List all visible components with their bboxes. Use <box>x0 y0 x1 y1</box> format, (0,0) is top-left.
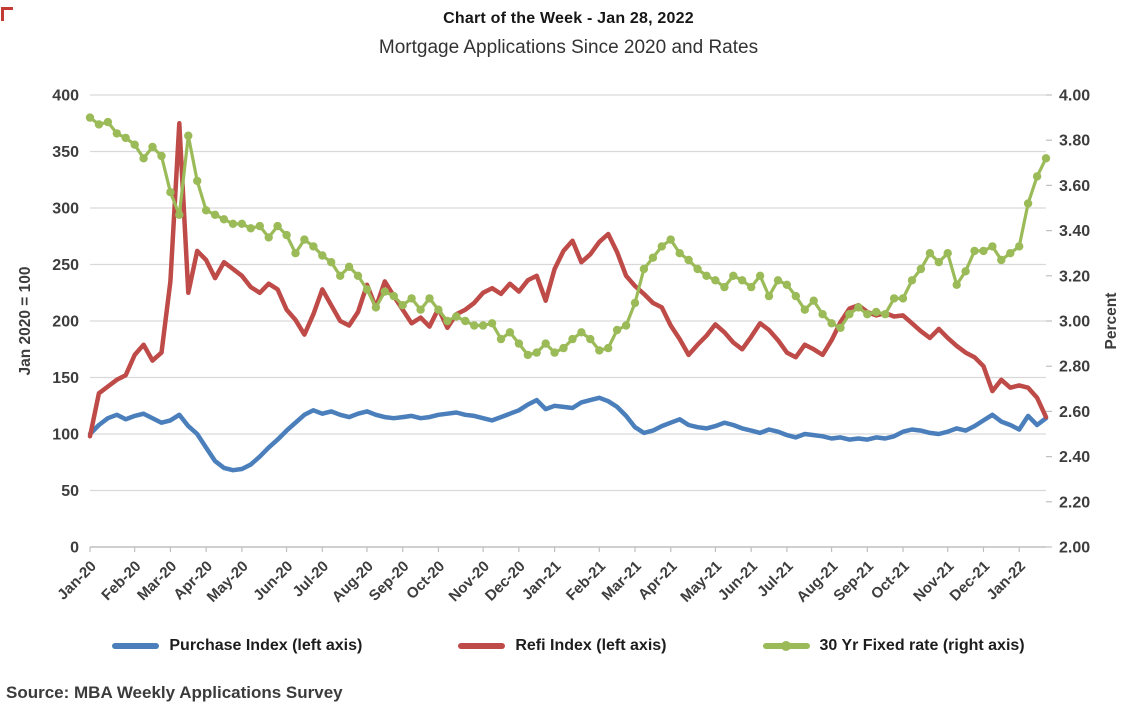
svg-text:2.60: 2.60 <box>1059 404 1090 421</box>
left-axis-title: Jan 2020 = 100 <box>17 266 34 375</box>
svg-text:3.40: 3.40 <box>1059 223 1090 240</box>
svg-text:Oct-20: Oct-20 <box>403 558 448 603</box>
svg-text:Jan-22: Jan-22 <box>983 558 1029 604</box>
svg-text:150: 150 <box>52 370 79 387</box>
legend-item-refi: Refi Index (left axis) <box>458 637 667 655</box>
legend-label: Refi Index (left axis) <box>515 637 667 654</box>
rate-marker-icon <box>781 641 791 651</box>
svg-text:350: 350 <box>52 144 79 161</box>
svg-text:Jul-20: Jul-20 <box>289 558 332 601</box>
refi-line <box>87 121 1049 439</box>
x-axis <box>89 94 1052 552</box>
legend: Purchase Index (left axis) Refi Index (l… <box>0 637 1137 655</box>
svg-text:Aug-20: Aug-20 <box>329 558 377 606</box>
svg-text:May-21: May-21 <box>677 558 725 606</box>
purchase-line-swatch <box>112 643 160 649</box>
svg-text:Nov-21: Nov-21 <box>910 558 957 605</box>
svg-text:Apr-21: Apr-21 <box>635 558 681 604</box>
svg-text:Nov-20: Nov-20 <box>446 558 493 605</box>
svg-text:Jan-21: Jan-21 <box>519 558 565 604</box>
rate-line-swatch <box>762 641 810 651</box>
svg-text:Mar-20: Mar-20 <box>134 558 180 604</box>
svg-text:400: 400 <box>52 88 79 105</box>
rate-line <box>88 115 1048 357</box>
svg-text:2.20: 2.20 <box>1059 494 1090 511</box>
svg-text:3.60: 3.60 <box>1059 178 1090 195</box>
svg-text:2.80: 2.80 <box>1059 359 1090 376</box>
legend-item-purchase: Purchase Index (left axis) <box>112 637 362 655</box>
svg-text:100: 100 <box>52 427 79 444</box>
legend-label: Purchase Index (left axis) <box>169 637 363 654</box>
legend-label: 30 Yr Fixed rate (right axis) <box>819 637 1025 654</box>
chart-title: Chart of the Week - Jan 28, 2022 <box>443 10 694 27</box>
svg-text:Sep-20: Sep-20 <box>366 558 413 605</box>
svg-text:250: 250 <box>52 257 79 274</box>
chart-subtitle: Mortgage Applications Since 2020 and Rat… <box>378 37 759 58</box>
svg-text:200: 200 <box>52 314 79 331</box>
svg-text:Oct-21: Oct-21 <box>868 558 913 603</box>
right-axis-title: Percent <box>1103 293 1120 350</box>
svg-text:Dec-20: Dec-20 <box>482 558 529 605</box>
left-axis-labels: 0 50 100 150 200 250 300 350 400 <box>52 88 79 557</box>
corner-mark <box>1 7 13 21</box>
svg-text:4.00: 4.00 <box>1059 88 1090 105</box>
svg-text:Jan-20: Jan-20 <box>54 558 100 604</box>
rate-markers <box>85 113 1051 360</box>
svg-text:0: 0 <box>70 540 79 557</box>
svg-text:Jul-21: Jul-21 <box>754 558 797 601</box>
purchase-line <box>87 395 1049 473</box>
legend-item-rate: 30 Yr Fixed rate (right axis) <box>762 637 1025 655</box>
right-axis-labels: 2.00 2.20 2.40 2.60 2.80 3.00 3.20 3.40 3.60 3.80… <box>1059 88 1090 557</box>
x-axis-labels: Jan-20Feb-20Mar-20Apr-20May-20Jun-20Jul-… <box>54 558 1029 606</box>
svg-text:Aug-21: Aug-21 <box>793 558 841 606</box>
gridlines <box>90 94 1046 492</box>
svg-text:3.20: 3.20 <box>1059 268 1090 285</box>
svg-text:2.40: 2.40 <box>1059 449 1090 466</box>
svg-text:50: 50 <box>61 483 79 500</box>
svg-text:Feb-20: Feb-20 <box>98 558 144 604</box>
svg-text:Mar-21: Mar-21 <box>599 558 645 604</box>
svg-text:Feb-21: Feb-21 <box>563 558 609 604</box>
refi-line-swatch <box>458 643 506 649</box>
source-note: Source: MBA Weekly Applications Survey <box>6 683 343 702</box>
svg-text:Dec-21: Dec-21 <box>946 558 993 605</box>
svg-text:3.00: 3.00 <box>1059 314 1090 331</box>
svg-text:2.00: 2.00 <box>1059 540 1090 557</box>
svg-text:Jun-21: Jun-21 <box>715 558 761 604</box>
svg-text:Jun-20: Jun-20 <box>250 558 296 604</box>
svg-text:3.80: 3.80 <box>1059 133 1090 150</box>
svg-text:Sep-21: Sep-21 <box>830 558 877 605</box>
svg-text:300: 300 <box>52 201 79 218</box>
